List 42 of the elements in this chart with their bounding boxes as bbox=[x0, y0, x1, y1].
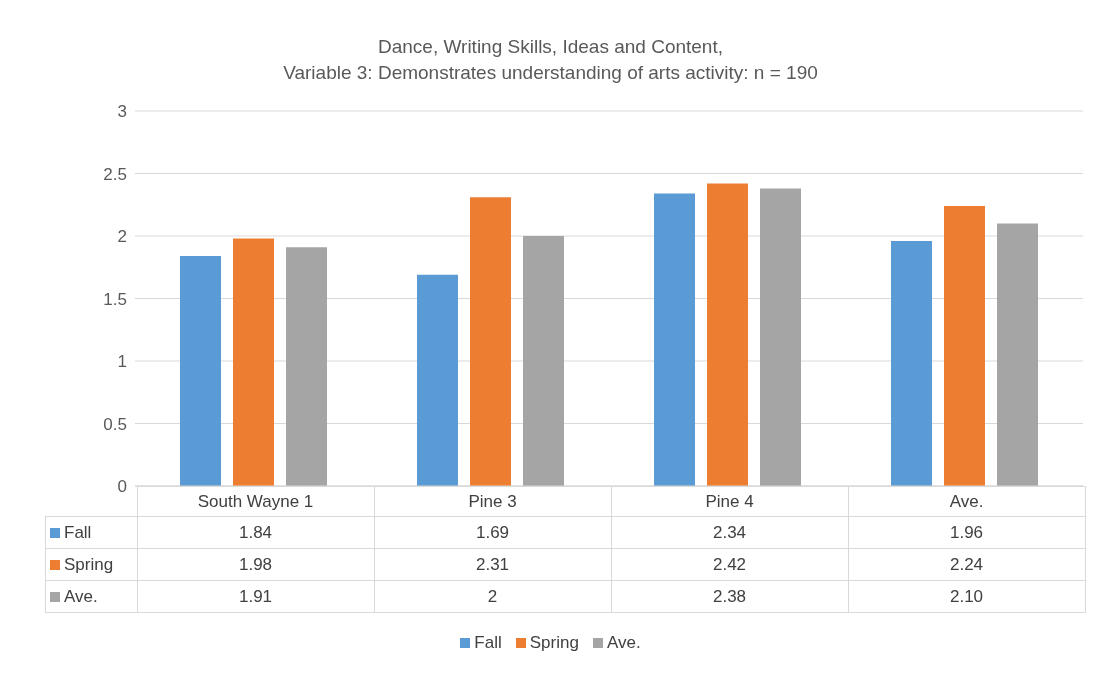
bar bbox=[180, 256, 221, 486]
legend-label: Fall bbox=[45, 516, 137, 549]
data-label: 2.31 bbox=[374, 548, 611, 581]
data-label: 2.34 bbox=[611, 516, 848, 549]
bar bbox=[997, 223, 1038, 486]
y-tick-label: 0.5 bbox=[103, 414, 127, 434]
data-label: 2.38 bbox=[611, 580, 848, 613]
y-tick-label: 2 bbox=[117, 227, 127, 247]
y-tick-label: 3 bbox=[117, 102, 127, 122]
text: Spring bbox=[529, 633, 579, 652]
data-label: 1.98 bbox=[137, 548, 374, 581]
bar bbox=[286, 247, 327, 486]
data-label: 1.96 bbox=[848, 516, 1085, 549]
data-label: 2.10 bbox=[848, 580, 1085, 613]
data-label: 1.91 bbox=[137, 580, 374, 613]
x-tick-label: Pine 3 bbox=[374, 486, 611, 517]
bar bbox=[891, 241, 932, 486]
bar bbox=[944, 206, 985, 486]
y-tick-label: 0 bbox=[117, 477, 127, 497]
bar bbox=[233, 238, 274, 486]
x-tick-label: Pine 4 bbox=[611, 486, 848, 517]
bar bbox=[760, 188, 801, 486]
data-label: 2.42 bbox=[611, 548, 848, 581]
bar bbox=[654, 193, 695, 486]
bar bbox=[523, 236, 564, 486]
x-tick-label: Ave. bbox=[848, 486, 1085, 517]
y-tick-label: 2.5 bbox=[103, 164, 127, 184]
bar bbox=[417, 274, 458, 486]
x-tick-label: South Wayne 1 bbox=[137, 486, 374, 517]
text: Ave. bbox=[64, 586, 98, 606]
bar bbox=[707, 183, 748, 486]
data-label: 1.84 bbox=[137, 516, 374, 549]
data-label: 1.69 bbox=[374, 516, 611, 549]
bar bbox=[470, 197, 511, 486]
chart-title: Dance, Writing Skills, Ideas and Content, Variable 3: Demonstrates understanding of arts activity: n = 190 bbox=[282, 35, 819, 85]
y-tick-label: 1.5 bbox=[103, 289, 127, 309]
legend-label: Ave. bbox=[605, 633, 641, 653]
legend-label: Spring bbox=[45, 548, 137, 581]
data-label: 2 bbox=[374, 580, 611, 613]
text: Fall bbox=[474, 633, 502, 652]
y-tick-label: 1 bbox=[117, 352, 127, 372]
data-label: 2.24 bbox=[848, 548, 1085, 581]
